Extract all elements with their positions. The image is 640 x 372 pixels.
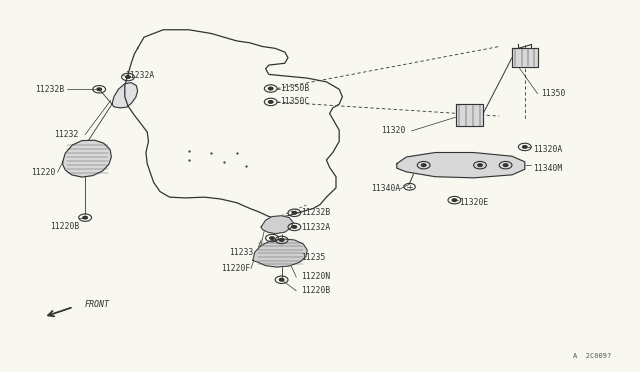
Text: 11220F: 11220F [221, 264, 250, 273]
Circle shape [522, 146, 527, 148]
Text: 11232B: 11232B [35, 85, 65, 94]
Circle shape [280, 239, 284, 241]
Text: 11233: 11233 [229, 248, 253, 257]
Circle shape [422, 164, 426, 166]
Text: 11235: 11235 [301, 253, 325, 262]
Text: 11320: 11320 [381, 126, 406, 135]
Polygon shape [112, 83, 138, 108]
Text: 11220B: 11220B [50, 222, 79, 231]
Circle shape [292, 211, 297, 214]
Text: 11340A: 11340A [371, 185, 401, 193]
Text: 11320A: 11320A [533, 145, 563, 154]
Text: FRONT: FRONT [84, 300, 109, 309]
Text: 11350B: 11350B [280, 84, 310, 93]
Text: 11232A: 11232A [125, 71, 155, 80]
Circle shape [280, 278, 284, 281]
Text: 11350C: 11350C [280, 97, 310, 106]
Circle shape [504, 164, 508, 166]
Circle shape [83, 217, 88, 219]
Polygon shape [512, 48, 538, 67]
Circle shape [270, 237, 275, 240]
Polygon shape [397, 153, 525, 178]
Polygon shape [261, 216, 293, 234]
Circle shape [477, 164, 483, 166]
Text: 11220B: 11220B [301, 286, 330, 295]
Text: 11340M: 11340M [533, 164, 563, 173]
Circle shape [452, 199, 457, 202]
Text: 11220N: 11220N [301, 272, 330, 280]
Polygon shape [253, 239, 307, 267]
Text: 11232A: 11232A [301, 223, 330, 232]
Circle shape [292, 225, 297, 228]
Text: A  2C009?: A 2C009? [573, 353, 611, 359]
Polygon shape [456, 104, 483, 126]
Circle shape [97, 88, 101, 91]
Circle shape [269, 87, 273, 90]
Text: 11232: 11232 [54, 130, 79, 139]
Text: 11220: 11220 [31, 168, 55, 177]
Circle shape [269, 101, 273, 103]
Text: 11320E: 11320E [460, 198, 489, 207]
Text: 11350: 11350 [541, 89, 565, 98]
Text: 11232B: 11232B [301, 208, 330, 217]
Circle shape [125, 76, 131, 78]
Polygon shape [63, 140, 111, 177]
